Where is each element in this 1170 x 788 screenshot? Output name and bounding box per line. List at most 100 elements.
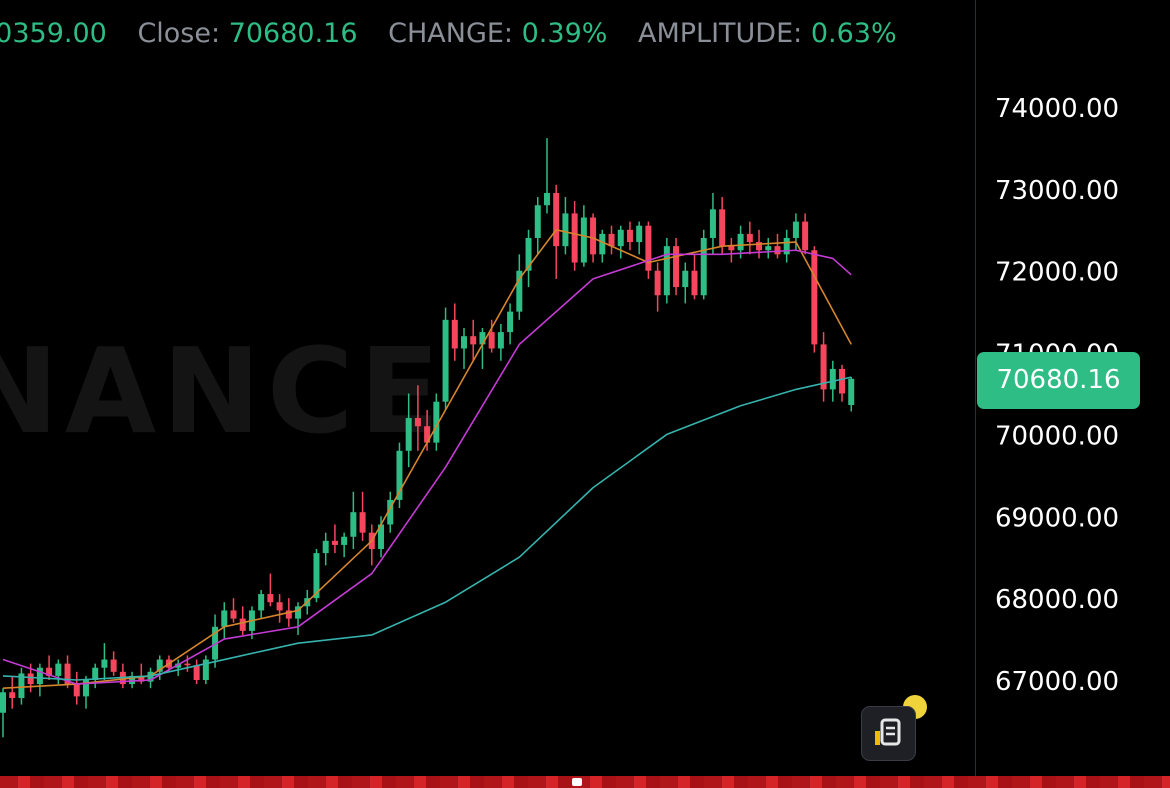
candle[interactable] (774, 233, 781, 259)
candle[interactable] (792, 213, 799, 251)
candle[interactable] (608, 225, 615, 255)
candle[interactable] (0, 688, 6, 738)
candle-body (193, 665, 200, 680)
candle[interactable] (267, 573, 274, 607)
candle[interactable] (673, 237, 680, 296)
candle[interactable] (626, 221, 633, 251)
candle[interactable] (636, 221, 643, 255)
candle[interactable] (783, 229, 790, 263)
candle-body (414, 418, 421, 427)
candle[interactable] (497, 323, 504, 361)
candle[interactable] (129, 671, 136, 689)
candle[interactable] (92, 663, 99, 689)
candle[interactable] (55, 659, 62, 685)
candle-body (156, 659, 163, 672)
candle[interactable] (543, 138, 550, 214)
candle-body (331, 540, 338, 545)
candle[interactable] (802, 213, 809, 255)
candle-body (267, 594, 274, 603)
candle[interactable] (414, 385, 421, 451)
candle[interactable] (258, 589, 265, 619)
candle[interactable] (525, 229, 532, 288)
candle[interactable] (359, 491, 366, 541)
candle[interactable] (691, 254, 698, 300)
candle[interactable] (516, 254, 523, 320)
candle[interactable] (461, 328, 467, 369)
candle[interactable] (765, 237, 772, 259)
candle[interactable] (700, 229, 707, 300)
candle[interactable] (202, 655, 209, 685)
candle[interactable] (488, 319, 495, 353)
candle[interactable] (571, 201, 578, 271)
candle[interactable] (156, 655, 163, 680)
candle[interactable] (230, 598, 237, 623)
candle[interactable] (405, 393, 412, 468)
candle[interactable] (387, 491, 394, 533)
candle[interactable] (295, 602, 302, 635)
candle[interactable] (184, 655, 191, 672)
candle[interactable] (378, 516, 385, 558)
candle[interactable] (9, 675, 16, 709)
candle[interactable] (507, 303, 514, 345)
candle-body (700, 237, 707, 296)
candle-body (27, 673, 34, 685)
candle[interactable] (433, 393, 440, 451)
candle[interactable] (101, 643, 108, 680)
orders-button[interactable] (861, 706, 916, 761)
candle[interactable] (221, 602, 228, 640)
candle[interactable] (64, 655, 71, 689)
candle-body (36, 667, 43, 685)
candle[interactable] (728, 237, 735, 263)
candle[interactable] (73, 671, 80, 705)
candle[interactable] (617, 225, 624, 259)
candle[interactable] (848, 377, 855, 412)
price-tick-label: 67000.00 (995, 667, 1119, 697)
candle[interactable] (451, 303, 458, 361)
price-tick-label: 73000.00 (995, 176, 1119, 206)
candle[interactable] (341, 532, 348, 558)
candle[interactable] (424, 409, 431, 451)
candle[interactable] (396, 442, 403, 509)
candle[interactable] (654, 262, 661, 312)
candle[interactable] (534, 197, 541, 255)
candle[interactable] (553, 184, 560, 279)
candle[interactable] (682, 262, 689, 304)
candle[interactable] (645, 221, 652, 279)
candle-body (378, 524, 385, 550)
candle[interactable] (276, 594, 283, 623)
candle-body (341, 536, 348, 545)
candle[interactable] (350, 491, 357, 550)
current-price-tag[interactable]: 70680.16 (977, 352, 1140, 409)
candle[interactable] (82, 675, 89, 709)
candle[interactable] (839, 364, 846, 402)
candle[interactable] (709, 192, 716, 255)
candle[interactable] (18, 667, 25, 705)
candle[interactable] (599, 229, 606, 263)
candle[interactable] (663, 237, 670, 304)
candle[interactable] (331, 524, 338, 554)
candle[interactable] (175, 659, 182, 676)
candle[interactable] (746, 221, 753, 255)
candle[interactable] (562, 197, 569, 255)
candle[interactable] (479, 328, 486, 369)
price-axis-divider (975, 0, 976, 776)
candle[interactable] (36, 663, 43, 697)
candle-body (350, 512, 357, 537)
candle-body (9, 692, 16, 699)
candle[interactable] (442, 307, 449, 410)
candle[interactable] (212, 614, 219, 668)
candle[interactable] (820, 332, 827, 402)
candle[interactable] (119, 663, 126, 689)
candle[interactable] (46, 655, 53, 680)
candle[interactable] (719, 197, 726, 255)
candle[interactable] (147, 667, 154, 689)
candle[interactable] (368, 524, 375, 566)
bottom-banner (0, 776, 1170, 788)
candle[interactable] (811, 246, 818, 353)
candle[interactable] (110, 651, 117, 676)
candle[interactable] (239, 606, 246, 635)
candle-body (110, 659, 117, 672)
candle[interactable] (322, 532, 329, 566)
candle[interactable] (193, 659, 200, 685)
candle[interactable] (470, 319, 477, 361)
